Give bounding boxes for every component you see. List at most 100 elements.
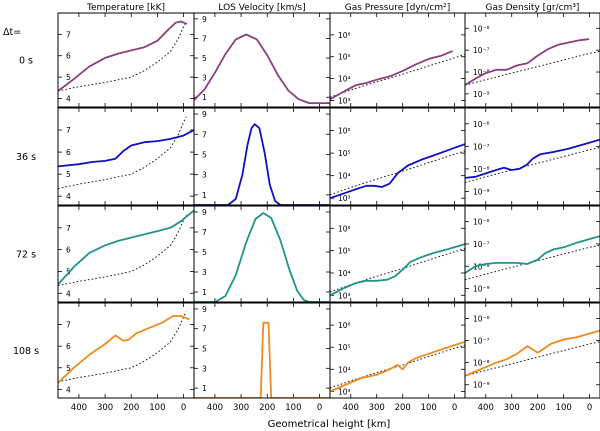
y-tick-label: 10⁴ <box>338 75 351 84</box>
y-tick-label: 6 <box>66 52 71 61</box>
y-tick-label: 10⁻⁹ <box>473 187 490 196</box>
panel-frame <box>464 12 600 108</box>
panel-frame <box>57 205 195 303</box>
series-line <box>330 243 465 297</box>
y-tick-label: 7 <box>202 130 207 139</box>
y-tick-label: 10³ <box>338 387 351 396</box>
y-tick-label: 3 <box>202 74 207 83</box>
y-tick-label: 4 <box>66 94 71 103</box>
panel-frame <box>57 12 195 108</box>
y-tick-label: 10⁶ <box>338 224 351 233</box>
y-tick-label: 10⁻⁶ <box>473 24 490 33</box>
y-tick-label: 10⁻⁷ <box>473 240 490 249</box>
series-line <box>194 33 330 104</box>
y-tick-label: 5 <box>202 345 207 354</box>
panel-frame <box>193 107 331 206</box>
reference-curve <box>57 116 187 189</box>
x-tick-label: 400 <box>71 403 87 413</box>
x-tick-label: 0 <box>452 403 457 413</box>
y-tick-label: 9 <box>202 110 207 119</box>
x-tick-label: 0 <box>587 403 592 413</box>
panel-frame <box>464 302 600 399</box>
x-tick-label: 400 <box>207 403 223 413</box>
reference-curve <box>57 21 187 92</box>
y-tick-label: 3 <box>202 364 207 373</box>
y-tick-label: 1 <box>202 191 207 200</box>
x-tick-label: 300 <box>233 403 249 413</box>
reference-curve <box>57 214 187 287</box>
y-tick-label: 1 <box>202 384 207 393</box>
y-tick-label: 10⁻⁸ <box>473 262 490 271</box>
x-tick-label: 400 <box>343 403 359 413</box>
y-tick-label: 10⁶ <box>338 127 351 136</box>
y-tick-label: 7 <box>66 30 71 39</box>
y-tick-label: 3 <box>202 268 207 277</box>
x-tick-label: 200 <box>259 403 275 413</box>
series-line <box>330 50 453 101</box>
panel-frame <box>464 205 600 303</box>
panel-title: Gas Pressure [dyn/cm²] <box>345 3 450 13</box>
x-tick-label: 0 <box>317 403 322 413</box>
x-tick-label: 400 <box>478 403 494 413</box>
y-tick-label: 4 <box>66 385 71 394</box>
y-tick-label: 5 <box>66 364 71 373</box>
y-tick-label: 10³ <box>338 96 351 105</box>
y-tick-label: 10⁻⁹ <box>473 90 490 99</box>
y-tick-label: 6 <box>66 342 71 351</box>
panel-title: Temperature [kK] <box>86 3 165 13</box>
reference-curve <box>329 344 466 389</box>
y-tick-label: 3 <box>202 171 207 180</box>
panel-frame <box>57 107 195 206</box>
y-tick-label: 10⁴ <box>338 365 351 374</box>
series-line <box>58 20 188 92</box>
reference-curve <box>329 150 466 196</box>
y-tick-label: 10⁻⁷ <box>473 142 490 151</box>
y-tick-label: 10⁻⁶ <box>473 218 490 227</box>
y-tick-label: 1 <box>202 288 207 297</box>
y-tick-label: 10³ <box>338 194 351 203</box>
y-tick-label: 10⁻⁸ <box>473 165 490 174</box>
y-tick-label: 10⁻⁸ <box>473 68 490 77</box>
x-tick-label: 300 <box>369 403 385 413</box>
y-tick-label: 10⁶ <box>338 31 351 40</box>
series-line <box>330 143 465 200</box>
y-tick-label: 10³ <box>338 291 351 300</box>
y-tick-label: 1 <box>202 93 207 102</box>
series-line <box>330 340 465 393</box>
y-tick-label: 5 <box>202 150 207 159</box>
y-tick-label: 9 <box>202 305 207 314</box>
x-tick-label: 100 <box>149 403 165 413</box>
y-tick-label: 10⁴ <box>338 269 351 278</box>
y-tick-label: 10⁻⁸ <box>473 359 490 368</box>
y-tick-label: 10⁵ <box>338 247 351 256</box>
y-tick-label: 5 <box>66 73 71 82</box>
panel-frame <box>193 205 331 303</box>
y-tick-label: 10⁻⁷ <box>473 46 490 55</box>
x-tick-label: 0 <box>181 403 186 413</box>
row-label: 0 s <box>19 56 33 67</box>
row-label: 36 s <box>16 152 36 163</box>
panel-title: Gas Density [gr/cm³] <box>486 3 580 13</box>
y-tick-label: 6 <box>66 246 71 255</box>
series-line <box>465 329 600 377</box>
series-line <box>465 138 600 179</box>
row-prefix-label: Δt= <box>3 27 21 38</box>
y-tick-label: 4 <box>66 289 71 298</box>
y-tick-label: 10⁴ <box>338 172 351 181</box>
y-tick-label: 4 <box>66 192 71 201</box>
series-line <box>194 123 330 205</box>
y-tick-label: 10⁻⁹ <box>473 285 490 294</box>
x-tick-label: 200 <box>123 403 139 413</box>
y-tick-label: 10⁻⁹ <box>473 381 490 390</box>
row-label: 108 s <box>13 346 39 357</box>
x-tick-label: 100 <box>556 403 572 413</box>
x-axis-label: Geometrical height [km] <box>268 419 391 430</box>
reference-curve <box>329 54 466 98</box>
y-tick-label: 9 <box>202 15 207 24</box>
y-tick-label: 7 <box>66 224 71 233</box>
x-tick-label: 300 <box>97 403 113 413</box>
y-tick-label: 10⁻⁶ <box>473 314 490 323</box>
panel-frame <box>57 302 195 399</box>
series-line <box>58 315 190 384</box>
